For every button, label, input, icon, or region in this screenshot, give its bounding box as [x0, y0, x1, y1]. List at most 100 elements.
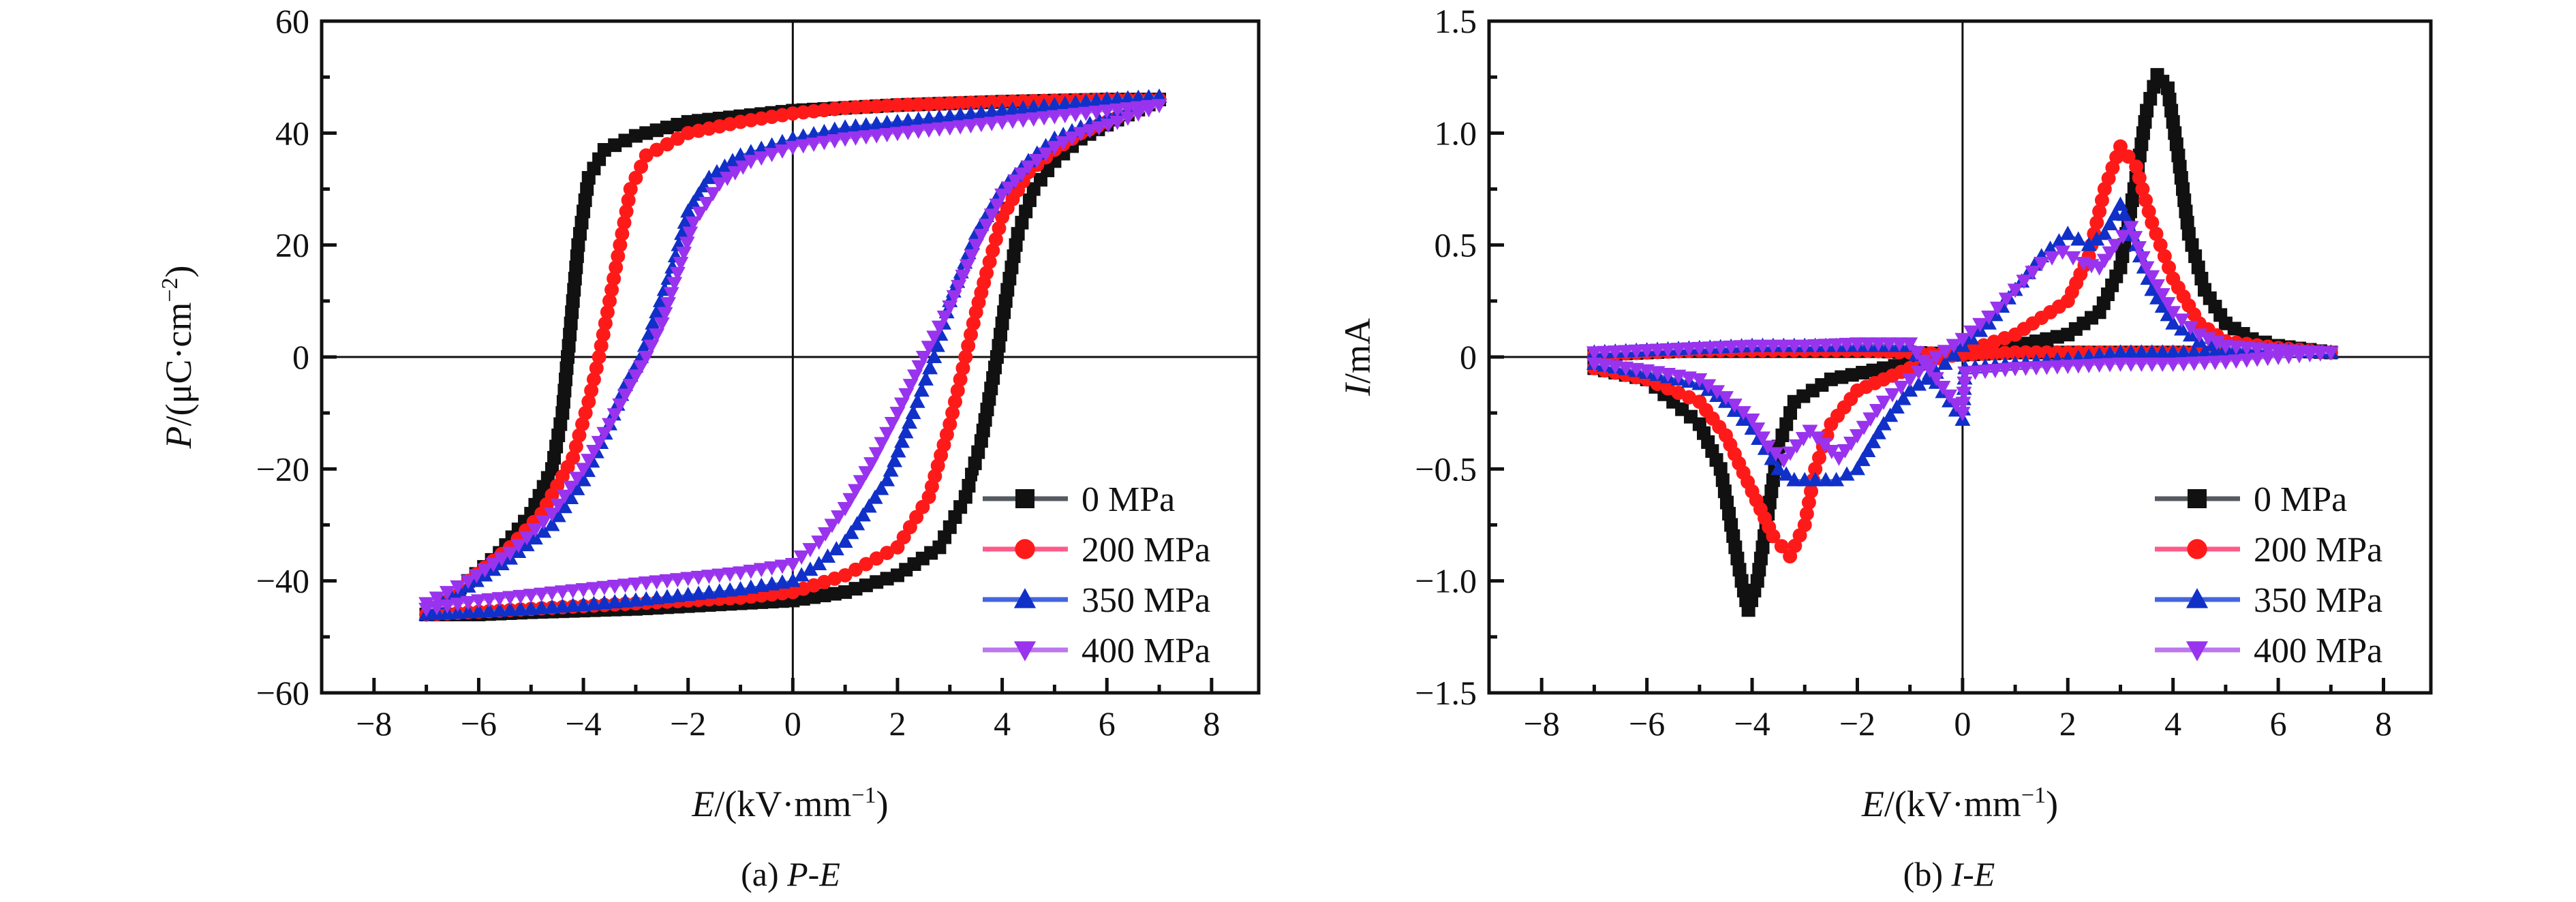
data-point: [1022, 193, 1037, 207]
x-tick-label: 0: [784, 704, 801, 743]
data-point: [1750, 574, 1764, 588]
data-point: [649, 304, 665, 319]
data-point: [2144, 357, 2160, 372]
data-point: [2138, 193, 2153, 208]
data-point: [677, 214, 693, 229]
data-point: [617, 215, 632, 230]
data-point: [988, 360, 1002, 375]
data-point: [898, 388, 915, 403]
data-point: [673, 226, 690, 240]
data-point: [2218, 355, 2234, 370]
data-point: [2016, 275, 2032, 290]
y-tick-label: −0.5: [1415, 450, 1477, 488]
data-point: [1957, 376, 1973, 391]
data-point: [837, 119, 853, 134]
legend-marker-triangle-up-icon: [1013, 588, 1037, 608]
data-point: [1009, 238, 1023, 252]
data-point: [2029, 334, 2043, 348]
data-point: [994, 102, 1011, 117]
data-point: [2188, 249, 2203, 264]
data-point: [598, 316, 613, 331]
data-point: [628, 592, 644, 607]
data-point: [968, 238, 984, 253]
data-point: [622, 379, 639, 394]
data-point: [613, 238, 628, 253]
data-point: [873, 480, 889, 495]
data-point: [2133, 357, 2149, 372]
data-point: [1109, 91, 1126, 106]
data-point: [983, 208, 1000, 223]
data-point: [2228, 340, 2244, 355]
y-tick-label: −1.5: [1415, 674, 1477, 712]
data-point: [997, 305, 1011, 320]
data-point: [1660, 343, 1676, 358]
data-point: [676, 247, 692, 262]
data-point: [1911, 365, 1927, 380]
data-point: [1015, 100, 1031, 115]
legend-marker-square-icon: [1015, 489, 1034, 508]
data-point: [848, 118, 864, 133]
data-point: [567, 283, 581, 297]
data-point: [942, 300, 958, 315]
data-point: [827, 587, 842, 601]
data-point: [1837, 444, 1853, 458]
data-point: [992, 339, 1006, 353]
plot-area: [1586, 67, 2339, 617]
data-point: [1807, 339, 1824, 354]
data-point: [1789, 439, 1805, 454]
data-point: [1862, 412, 1879, 427]
data-point: [1895, 390, 1912, 405]
data-point: [837, 132, 853, 147]
data-point: [959, 259, 975, 274]
data-point: [1067, 94, 1084, 109]
data-point: [1670, 343, 1687, 358]
data-point: [1835, 370, 1849, 384]
data-point: [1824, 372, 1838, 386]
data-point: [831, 510, 847, 525]
data-point: [578, 193, 592, 207]
data-point: [828, 541, 844, 556]
data-point: [2174, 321, 2190, 336]
data-point: [2312, 347, 2329, 362]
data-point: [485, 558, 502, 573]
data-point: [1713, 341, 1729, 356]
data-point: [2132, 149, 2147, 163]
data-point: [1120, 90, 1136, 105]
data-point: [584, 383, 599, 398]
data-point: [2081, 236, 2097, 251]
data-point: [909, 393, 925, 408]
data-point: [1888, 399, 1905, 414]
data-point: [649, 142, 664, 157]
data-point: [452, 584, 468, 599]
data-point: [2180, 215, 2194, 230]
data-point: [460, 604, 476, 619]
data-point: [1691, 373, 1708, 388]
y-tick-label: 0: [1460, 338, 1477, 376]
legend-label: 350 MPa: [2254, 581, 2382, 620]
data-point: [1782, 446, 1798, 461]
legend: 0 MPa 200 MPa 350 MPa 400 MPa: [977, 476, 1250, 673]
data-point: [859, 578, 873, 593]
data-point: [502, 602, 519, 617]
data-point: [1755, 540, 1770, 555]
data-point: [994, 115, 1011, 130]
data-point: [980, 403, 994, 417]
data-point: [645, 315, 661, 330]
data-point: [942, 108, 958, 123]
data-point: [657, 307, 673, 322]
data-point: [2140, 104, 2154, 118]
data-point: [628, 129, 643, 143]
data-point: [1860, 337, 1876, 352]
legend: 0 MPa 200 MPa 350 MPa 400 MPa: [2149, 476, 2422, 673]
data-point: [1989, 301, 2006, 316]
data-point: [2102, 345, 2118, 360]
x-tick-label: −6: [1629, 704, 1665, 743]
data-point: [1064, 131, 1080, 146]
data-point: [921, 123, 937, 138]
data-point: [921, 97, 936, 112]
data-point: [995, 94, 1010, 109]
data-point: [556, 499, 572, 514]
data-point: [556, 394, 570, 409]
data-point: [450, 580, 466, 595]
data-point: [519, 531, 535, 546]
